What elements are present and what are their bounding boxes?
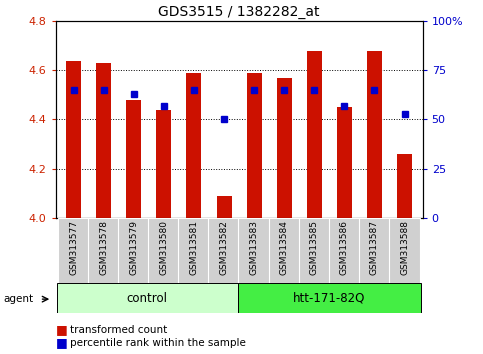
Bar: [148, 218, 180, 285]
Text: GSM313581: GSM313581: [189, 220, 199, 275]
Bar: [247, 73, 262, 218]
Bar: [397, 154, 412, 218]
Bar: [367, 51, 382, 218]
Bar: [269, 218, 300, 285]
Bar: [156, 110, 171, 218]
Text: GSM313588: GSM313588: [400, 220, 409, 275]
Text: GSM313579: GSM313579: [129, 220, 138, 275]
Bar: [238, 283, 421, 313]
Bar: [96, 63, 111, 218]
Bar: [57, 283, 238, 313]
Text: GSM313582: GSM313582: [220, 220, 228, 275]
Bar: [307, 51, 322, 218]
Text: GSM313586: GSM313586: [340, 220, 349, 275]
Bar: [389, 218, 420, 285]
Title: GDS3515 / 1382282_at: GDS3515 / 1382282_at: [158, 5, 320, 19]
Bar: [337, 107, 352, 218]
Bar: [178, 218, 210, 285]
Bar: [88, 218, 119, 285]
Text: htt-171-82Q: htt-171-82Q: [293, 292, 366, 305]
Bar: [216, 196, 231, 218]
Text: GSM313580: GSM313580: [159, 220, 169, 275]
Text: GSM313578: GSM313578: [99, 220, 108, 275]
Bar: [208, 218, 240, 285]
Bar: [58, 218, 89, 285]
Bar: [239, 218, 270, 285]
Bar: [118, 218, 149, 285]
Text: ■: ■: [56, 336, 67, 349]
Text: control: control: [127, 292, 168, 305]
Text: agent: agent: [4, 294, 34, 304]
Bar: [126, 100, 142, 218]
Bar: [66, 61, 81, 218]
Text: GSM313577: GSM313577: [69, 220, 78, 275]
Text: GSM313583: GSM313583: [250, 220, 258, 275]
Bar: [329, 218, 360, 285]
Bar: [277, 78, 292, 218]
Text: GSM313585: GSM313585: [310, 220, 319, 275]
Text: ■: ■: [56, 324, 67, 336]
Text: percentile rank within the sample: percentile rank within the sample: [70, 338, 246, 348]
Text: transformed count: transformed count: [70, 325, 167, 335]
Bar: [359, 218, 390, 285]
Text: GSM313587: GSM313587: [370, 220, 379, 275]
Bar: [298, 218, 330, 285]
Bar: [186, 73, 201, 218]
Text: GSM313584: GSM313584: [280, 220, 289, 275]
